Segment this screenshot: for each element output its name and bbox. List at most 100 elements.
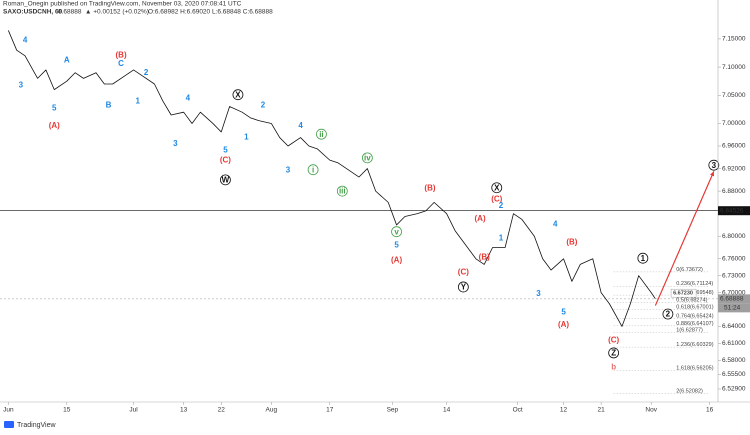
wave-label: 4 — [186, 94, 191, 103]
wave-label: (B) — [116, 50, 127, 59]
trend-label-box — [670, 288, 697, 298]
wave-label: 4 — [553, 219, 558, 228]
countdown-box — [718, 303, 750, 313]
wave-label: iii — [339, 187, 346, 196]
wave-circle — [491, 182, 503, 194]
y-tick-label: 6.61000 — [722, 340, 746, 347]
x-tick-label: 16 — [706, 407, 714, 414]
wave-label: A — [64, 55, 70, 64]
price-label-box — [718, 206, 750, 216]
footer-logo — [4, 421, 14, 428]
wave-label: X — [235, 90, 241, 99]
fib-label: 1.236(6.60329) — [676, 342, 713, 348]
footer-brand: TradingView — [17, 422, 56, 429]
projection-arrowhead — [710, 171, 715, 177]
wave-label: 3 — [19, 81, 24, 90]
wave-circle — [316, 128, 327, 140]
x-tick-label: 12 — [560, 407, 568, 414]
wave-label: Y — [461, 283, 467, 292]
wave-label: 4 — [23, 36, 28, 45]
wave-label: 5 — [223, 146, 228, 155]
wave-label: b — [611, 363, 616, 372]
wave-label: i — [312, 165, 314, 174]
wave-label: 5 — [394, 240, 399, 249]
x-tick-label: Nov — [645, 407, 657, 414]
wave-label: 3 — [286, 165, 291, 174]
y-tick-label: 7.00000 — [722, 120, 746, 127]
price-label-box — [718, 294, 750, 304]
wave-circle — [457, 281, 469, 293]
wave-circle — [608, 347, 620, 359]
wave-label: iv — [364, 153, 371, 162]
wave-label: 1 — [641, 254, 646, 263]
y-tick-label: 7.15000 — [722, 36, 746, 43]
y-tick-label: 6.88000 — [722, 188, 746, 195]
price-line-series — [7, 30, 656, 327]
wave-label: (A) — [49, 121, 60, 130]
wave-label: 5 — [52, 103, 57, 112]
x-tick-label: Sep — [387, 407, 399, 414]
fib-label: 2(6.52082) — [676, 389, 703, 395]
y-tick-label: 6.55500 — [722, 371, 746, 378]
wave-label: (C) — [491, 195, 502, 204]
wave-label: (A) — [391, 256, 402, 265]
wave-label: (C) — [458, 267, 469, 276]
wave-label: (A) — [558, 320, 569, 329]
y-tick-label: 6.96000 — [722, 143, 746, 150]
fib-label: 0(6.73672) — [676, 267, 703, 273]
fib-label: 0.618(6.67001) — [676, 304, 713, 310]
wave-label: 3 — [173, 139, 178, 148]
wave-label: 1 — [244, 133, 249, 142]
wave-label: (A) — [475, 214, 486, 223]
change: ▲ +0.00152 (+0.02%) — [85, 9, 149, 16]
wave-label: v — [394, 227, 399, 236]
wave-label: 2 — [499, 201, 504, 210]
x-tick-label: 14 — [443, 407, 451, 414]
y-tick-label: 6.73000 — [722, 272, 746, 279]
y-tick-label: 6.70000 — [722, 289, 746, 296]
y-tick-label: 7.05000 — [722, 92, 746, 99]
wave-label: 3 — [712, 161, 717, 170]
ohlc: O:6.68982 H:6.69020 L:6.68848 C:6.68888 — [148, 9, 273, 16]
price-label: 6.68888 — [720, 296, 744, 303]
wave-circle — [220, 174, 231, 186]
fib-label: 0.764(6.65424) — [676, 313, 713, 319]
wave-label: (B) — [424, 183, 435, 192]
x-tick-label: 13 — [180, 407, 188, 414]
x-tick-label: Aug — [266, 407, 278, 414]
wave-label: Z — [611, 349, 616, 358]
wave-label: 1 — [499, 234, 504, 243]
wave-label: 2 — [261, 100, 266, 109]
wave-circle — [637, 252, 649, 264]
fib-label: 1.618(6.56205) — [676, 365, 713, 371]
x-tick-label: 15 — [63, 407, 71, 414]
y-tick-label: 6.80000 — [722, 233, 746, 240]
wave-label: (B) — [566, 237, 577, 246]
wave-circle — [361, 152, 373, 164]
symbol: SAXO:USDCNH, 60 — [3, 9, 63, 16]
wave-label: C — [118, 59, 124, 68]
wave-label: 2 — [144, 68, 149, 77]
wave-label: 3 — [536, 289, 541, 298]
y-tick-label: 6.76000 — [722, 255, 746, 262]
y-tick-label: 6.52900 — [722, 386, 746, 393]
y-tick-label: 6.92000 — [722, 165, 746, 172]
trend-label: 6.67230 — [673, 291, 693, 297]
wave-label: (B) — [479, 253, 490, 262]
x-tick-label: 17 — [326, 407, 334, 414]
wave-label: (C) — [220, 156, 231, 165]
wave-label: 5 — [561, 307, 566, 316]
fib-label: 0.5(6.68274) — [676, 297, 707, 303]
last-price: 6.68888 — [58, 9, 82, 16]
fib-label: 0.236(6.71124) — [676, 281, 713, 287]
wave-circle — [708, 159, 720, 171]
wave-label: 4 — [298, 121, 303, 130]
wave-label: X — [494, 183, 500, 192]
wave-label: 1 — [136, 97, 141, 106]
countdown: 51:24 — [724, 305, 741, 312]
wave-circle — [336, 185, 348, 197]
wave-circle — [307, 164, 319, 176]
fib-label: 0.886(6.64107) — [676, 321, 713, 327]
